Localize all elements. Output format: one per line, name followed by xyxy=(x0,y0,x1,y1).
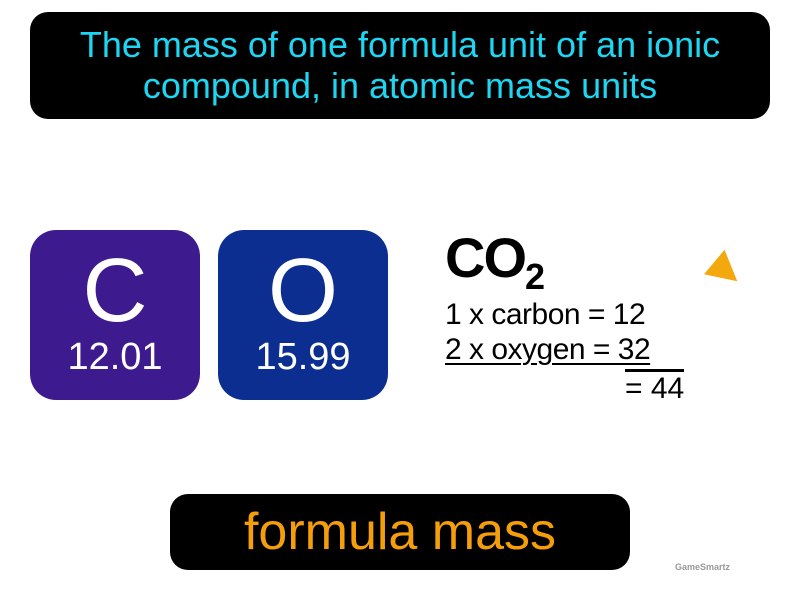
chemical-formula: CO2 xyxy=(445,225,684,298)
definition-text: The mass of one formula unit of an ionic… xyxy=(60,24,740,107)
element-tile-oxygen: O 15.99 xyxy=(218,230,388,400)
element-tile-carbon: C 12.01 xyxy=(30,230,200,400)
calc-line-1: 1 x carbon = 12 xyxy=(445,298,684,333)
calculation-block: CO2 1 x carbon = 12 2 x oxygen = 32 = 44 xyxy=(445,225,684,406)
term-bar: formula mass xyxy=(170,494,630,570)
watermark: GameSmartz xyxy=(675,562,730,572)
element-symbol: C xyxy=(83,251,148,332)
elements-row: C 12.01 O 15.99 xyxy=(30,230,388,400)
calc-result: = 44 xyxy=(625,369,684,406)
definition-bar: The mass of one formula unit of an ionic… xyxy=(30,12,770,119)
element-mass: 15.99 xyxy=(255,336,350,379)
formula-base: CO xyxy=(445,226,525,289)
element-mass: 12.01 xyxy=(67,336,162,379)
element-symbol: O xyxy=(268,251,338,332)
term-text: formula mass xyxy=(200,502,600,562)
calc-line-2: 2 x oxygen = 32 xyxy=(445,333,684,368)
formula-subscript: 2 xyxy=(525,256,543,297)
